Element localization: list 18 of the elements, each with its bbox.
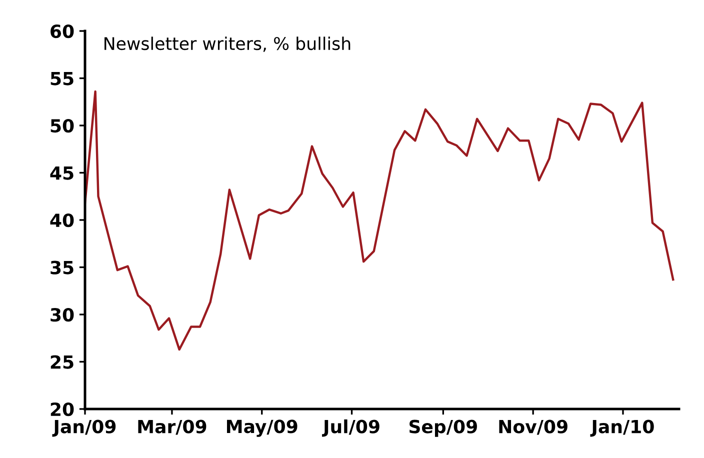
line-series: [85, 90, 674, 351]
y-tick-label: 40: [50, 213, 74, 228]
y-tick-label: 60: [50, 24, 74, 38]
y-tick-label: 30: [50, 308, 74, 322]
x-tick-label: Jul/09: [322, 419, 380, 437]
y-tick-label: 35: [50, 260, 74, 274]
y-tick-label: 45: [50, 166, 74, 180]
chart-title: Newsletter writers, % bullish: [104, 36, 350, 52]
x-tick-label: Nov/09: [499, 420, 568, 435]
x-tick-label: Jan/10: [590, 420, 654, 437]
x-tick-label: May/09: [226, 420, 298, 437]
x-tick-label: Sep/09: [410, 420, 477, 437]
y-tick-label: 25: [50, 355, 74, 369]
x-tick-label: Jan/09: [52, 420, 116, 437]
y-tick-label: 50: [50, 118, 74, 133]
y-tick-label: 20: [50, 402, 74, 416]
y-tick-label: 55: [50, 72, 74, 86]
x-tick-label: Mar/09: [138, 420, 206, 435]
